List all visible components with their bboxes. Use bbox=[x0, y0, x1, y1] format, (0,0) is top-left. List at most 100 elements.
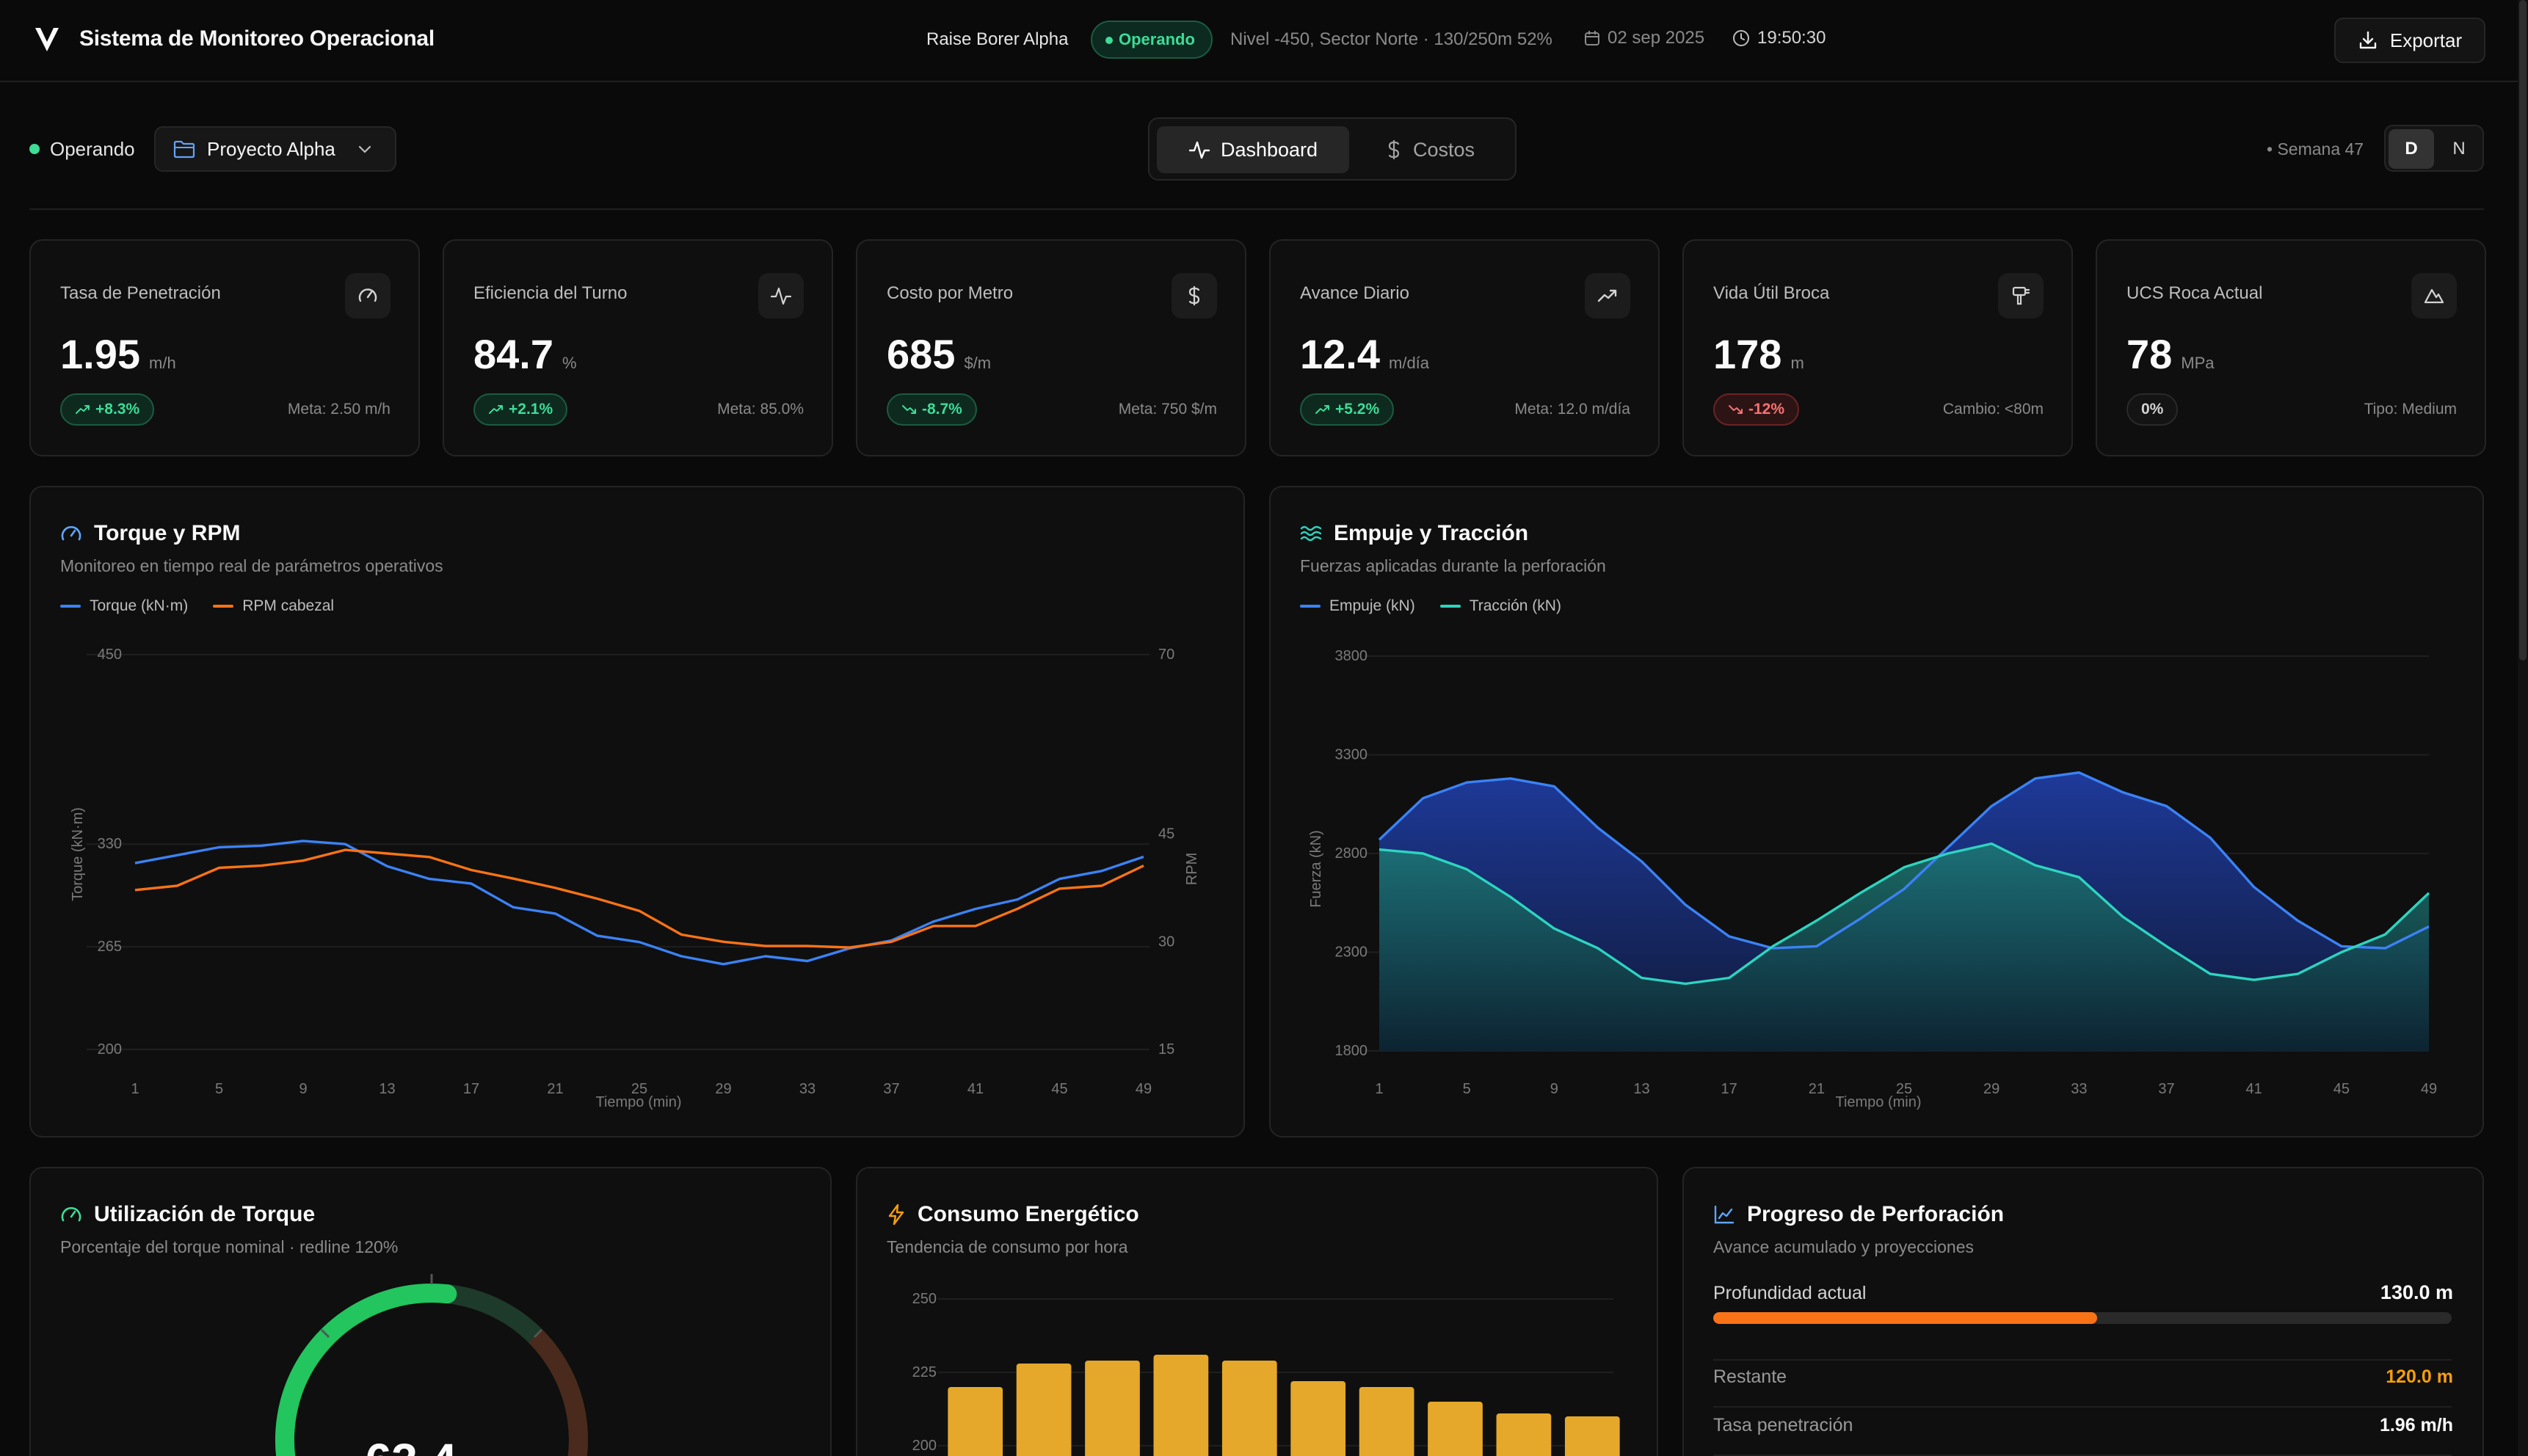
energy-bar bbox=[1290, 1381, 1346, 1456]
top-bar: Sistema de Monitoreo Operacional Raise B… bbox=[0, 0, 2528, 82]
gauge-track bbox=[275, 1284, 588, 1456]
panel-title: Progreso de Perforación bbox=[1713, 1202, 2004, 1227]
chart-legend: Torque (kN·m) RPM cabezal bbox=[60, 597, 334, 615]
kpi-card-efficiency: Eficiencia del Turno 84.7% +2.1% Meta: 8… bbox=[443, 239, 833, 456]
panel-title: Empuje y Tracción bbox=[1300, 521, 1528, 546]
legend-item-rpm[interactable]: RPM cabezal bbox=[213, 597, 334, 615]
depth-progress-bar bbox=[1713, 1312, 2452, 1324]
panel-title: Utilización de Torque bbox=[60, 1202, 315, 1227]
project-selector[interactable]: Proyecto Alpha bbox=[154, 126, 396, 172]
kpi-target: Meta: 12.0 m/día bbox=[1514, 401, 1630, 418]
energy-bar bbox=[1016, 1364, 1072, 1456]
depth-label: Profundidad actual bbox=[1713, 1283, 1867, 1303]
tab-dashboard-label: Dashboard bbox=[1220, 138, 1318, 161]
x-axis-label: Tiempo (min) bbox=[595, 1094, 681, 1110]
thrust-traction-chart[interactable]: 1800 2300 2800 3300 3800 1 5 9 13 17 21 25 29 33 37 41 4… bbox=[1271, 487, 2484, 1138]
kpi-card-rock-ucs: UCS Roca Actual 78 MPa 0% Tipo: Medium bbox=[2096, 239, 2486, 456]
x-tick-label: 29 bbox=[1983, 1081, 1999, 1097]
activity-icon bbox=[1188, 141, 1210, 159]
panel-subtitle: Fuerzas aplicadas durante la perforación bbox=[1300, 556, 1606, 575]
x-tick-label: 49 bbox=[1136, 1081, 1152, 1097]
torque-series-line bbox=[134, 840, 1144, 966]
kpi-change-badge: 0% bbox=[2126, 393, 2179, 426]
x-tick-label: 9 bbox=[299, 1081, 307, 1097]
legend-item-traction[interactable]: Tracción (kN) bbox=[1439, 597, 1561, 615]
scrollbar-thumb[interactable] bbox=[2519, 0, 2527, 660]
kpi-title: Eficiencia del Turno bbox=[473, 283, 628, 303]
kpi-card-bit-life: Vida Útil Broca 178 m -12% Cambio: <80m bbox=[1682, 239, 2073, 456]
y-tick-label: 265 bbox=[98, 939, 122, 955]
remaining-label: Restante bbox=[1713, 1366, 1787, 1387]
x-tick-label: 37 bbox=[883, 1081, 899, 1097]
x-tick-label: 21 bbox=[1809, 1081, 1825, 1097]
kpi-change-badge: -12% bbox=[1713, 393, 1800, 426]
panel-subtitle: Porcentaje del torque nominal · redline … bbox=[60, 1237, 399, 1256]
x-tick-label: 1 bbox=[1375, 1081, 1383, 1097]
thrust-traction-panel: Empuje y Tracción Fuerzas aplicadas dura… bbox=[1269, 486, 2484, 1138]
gauge-icon bbox=[61, 1206, 81, 1222]
gauge-fill bbox=[275, 1284, 457, 1456]
time-text: 19:50:30 bbox=[1757, 28, 1826, 48]
drilling-progress-panel: Progreso de Perforación Avance acumulado… bbox=[1682, 1167, 2484, 1456]
line-chart-icon bbox=[1714, 1205, 1735, 1224]
kpi-unit: MPa bbox=[2181, 354, 2215, 372]
energy-chart[interactable]: 200 225 250 bbox=[857, 1168, 1658, 1456]
calendar-icon bbox=[1585, 31, 1599, 46]
kpi-title: Tasa de Penetración bbox=[60, 283, 221, 303]
kpi-target: Meta: 750 $/m bbox=[1118, 401, 1217, 418]
export-label: Exportar bbox=[2389, 29, 2463, 51]
gauge-value: 63.4 bbox=[366, 1434, 457, 1456]
export-button[interactable]: Exportar bbox=[2334, 18, 2485, 63]
y-tick-label: 450 bbox=[98, 647, 122, 663]
time-display: 19:50:30 bbox=[1732, 28, 1826, 48]
gauge-icon bbox=[61, 525, 81, 541]
y-tick-label: 200 bbox=[98, 1041, 122, 1058]
row-divider bbox=[1713, 1359, 2452, 1361]
kpi-card-penetration: Tasa de Penetración 1.95 m/h +8.3% Meta: … bbox=[29, 239, 420, 456]
lightning-icon bbox=[888, 1204, 904, 1226]
shift-night-button[interactable]: N bbox=[2452, 139, 2466, 159]
gauge-icon bbox=[345, 273, 391, 318]
x-tick-label: 17 bbox=[1721, 1081, 1737, 1097]
date-display: 02 sep 2025 bbox=[1584, 28, 1704, 48]
kpi-title: Avance Diario bbox=[1300, 283, 1409, 303]
waves-icon bbox=[1300, 525, 1322, 542]
depth-value: 130.0 m bbox=[2380, 1281, 2453, 1303]
y-tick-label: 1800 bbox=[1335, 1043, 1368, 1059]
drill-icon bbox=[1998, 273, 2044, 318]
x-tick-label: 17 bbox=[463, 1081, 479, 1097]
kpi-unit: m/h bbox=[149, 354, 176, 372]
y-tick-label: 250 bbox=[912, 1291, 937, 1307]
y-tick-label: 2300 bbox=[1335, 944, 1368, 961]
tab-dashboard[interactable]: Dashboard bbox=[1157, 126, 1349, 173]
kpi-title: UCS Roca Actual bbox=[2126, 283, 2263, 303]
legend-item-thrust[interactable]: Empuje (kN) bbox=[1300, 597, 1415, 615]
kpi-value: 12.4 m/día bbox=[1300, 331, 1430, 377]
energy-bar bbox=[1564, 1416, 1620, 1456]
x-axis-label: Tiempo (min) bbox=[1835, 1094, 1921, 1110]
week-label: • Semana 47 bbox=[2267, 139, 2364, 159]
status-badge: Operando bbox=[1091, 21, 1213, 59]
depth-progress-fill bbox=[1713, 1312, 2098, 1324]
y-right-tick-label: 45 bbox=[1158, 826, 1174, 842]
tab-costos[interactable]: Costos bbox=[1356, 126, 1503, 173]
energy-bar bbox=[948, 1387, 1003, 1456]
x-tick-label: 25 bbox=[1896, 1081, 1912, 1097]
kpi-unit: m/día bbox=[1389, 354, 1430, 372]
traction-series-line bbox=[1379, 842, 2430, 986]
x-tick-label: 33 bbox=[799, 1081, 816, 1097]
y-tick-label: 225 bbox=[912, 1364, 937, 1380]
x-tick-label: 33 bbox=[2071, 1081, 2087, 1097]
kpi-title: Costo por Metro bbox=[887, 283, 1014, 303]
kpi-value: 685 $/m bbox=[887, 331, 992, 377]
shift-day-button[interactable]: D bbox=[2389, 129, 2434, 169]
x-tick-label: 21 bbox=[547, 1081, 563, 1097]
app-title: Sistema de Monitoreo Operacional bbox=[79, 26, 435, 51]
remaining-value: 120.0 m bbox=[2386, 1366, 2453, 1387]
panel-subtitle: Avance acumulado y proyecciones bbox=[1713, 1237, 1975, 1256]
x-tick-label: 49 bbox=[2421, 1081, 2437, 1097]
legend-item-torque[interactable]: Torque (kN·m) bbox=[60, 597, 188, 615]
y-tick-label: 330 bbox=[98, 836, 122, 852]
trend-down-icon bbox=[1729, 405, 1743, 414]
